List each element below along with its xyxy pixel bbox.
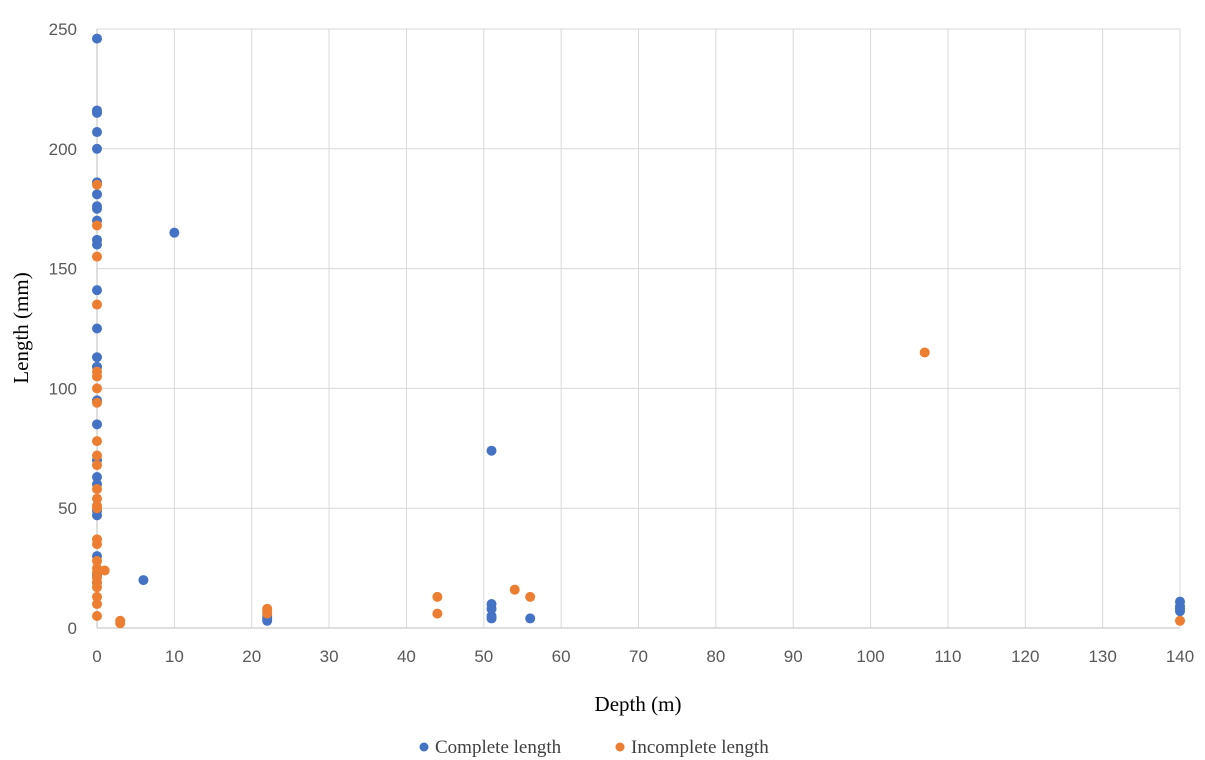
x-tick-label: 100: [856, 647, 884, 666]
y-tick-labels: 0 50 100 150 200 250: [49, 20, 77, 638]
x-tick-label: 20: [242, 647, 261, 666]
data-point: [92, 493, 102, 504]
legend-label-complete: Complete length: [435, 737, 562, 758]
y-tick-label: 0: [68, 619, 77, 638]
data-point: [92, 555, 102, 566]
data-point: [486, 613, 497, 624]
legend: Complete length Incomplete length: [419, 737, 769, 758]
x-tick-label: 70: [629, 647, 648, 666]
data-point: [92, 484, 102, 495]
data-point: [115, 618, 126, 629]
data-points: [92, 33, 1185, 629]
data-point: [525, 591, 536, 602]
grid-lines: [97, 28, 1181, 628]
x-tick-label: 30: [320, 647, 339, 666]
data-point: [138, 575, 149, 586]
x-tick-label: 140: [1166, 647, 1194, 666]
data-point: [92, 611, 102, 622]
data-point: [262, 608, 273, 619]
legend-label-incomplete: Incomplete length: [631, 737, 769, 758]
data-point: [92, 503, 102, 514]
y-tick-label: 150: [49, 260, 77, 279]
series-incomplete: [92, 179, 1185, 629]
data-point: [509, 584, 520, 595]
data-point: [99, 565, 110, 576]
data-point: [92, 397, 102, 408]
data-point: [1175, 615, 1185, 626]
data-point: [92, 599, 102, 610]
data-point: [92, 189, 102, 200]
y-tick-label: 250: [49, 20, 77, 39]
data-point: [486, 603, 497, 614]
data-point: [92, 582, 102, 593]
series-complete: [92, 33, 1185, 626]
legend-marker-complete: [419, 742, 429, 752]
data-point: [92, 33, 102, 44]
legend-marker-incomplete: [615, 742, 625, 752]
data-point: [92, 591, 102, 602]
data-point: [432, 608, 443, 619]
data-point: [92, 239, 102, 250]
data-point: [486, 445, 497, 456]
y-tick-label: 50: [58, 499, 77, 518]
data-point: [92, 299, 102, 310]
data-point: [92, 371, 102, 382]
y-tick-label: 100: [49, 379, 77, 398]
x-tick-label: 0: [92, 647, 101, 666]
data-point: [92, 143, 102, 154]
data-point: [92, 203, 102, 214]
data-point: [92, 510, 102, 521]
x-tick-label: 60: [552, 647, 571, 666]
y-tick-label: 200: [49, 140, 77, 159]
data-point: [92, 352, 102, 363]
x-tick-label: 80: [706, 647, 725, 666]
x-tick-label: 50: [474, 647, 493, 666]
data-point: [919, 347, 930, 358]
data-point: [92, 285, 102, 296]
x-tick-label: 90: [784, 647, 803, 666]
data-point: [92, 419, 102, 430]
data-point: [92, 179, 102, 190]
x-tick-labels: 0 10 20 30 40 50 60 70 80 90 100 110 120 130 140: [92, 647, 1194, 666]
x-tick-label: 120: [1011, 647, 1039, 666]
x-tick-label: 110: [934, 647, 961, 666]
data-point: [92, 450, 102, 461]
data-point: [92, 383, 102, 394]
x-tick-label: 130: [1088, 647, 1116, 666]
x-axis-title: Depth (m): [595, 692, 682, 716]
x-tick-label: 40: [397, 647, 416, 666]
y-axis-title: Length (mm): [9, 272, 33, 383]
data-point: [169, 227, 180, 238]
data-point: [92, 220, 102, 231]
data-point: [92, 107, 102, 118]
data-point: [92, 127, 102, 138]
data-point: [92, 460, 102, 471]
data-point: [92, 436, 102, 447]
data-point: [92, 472, 102, 483]
data-point: [92, 539, 102, 550]
data-point: [92, 251, 102, 262]
data-point: [1175, 606, 1185, 617]
data-point: [432, 591, 443, 602]
data-point: [92, 323, 102, 334]
x-tick-label: 10: [165, 647, 184, 666]
data-point: [525, 613, 536, 624]
